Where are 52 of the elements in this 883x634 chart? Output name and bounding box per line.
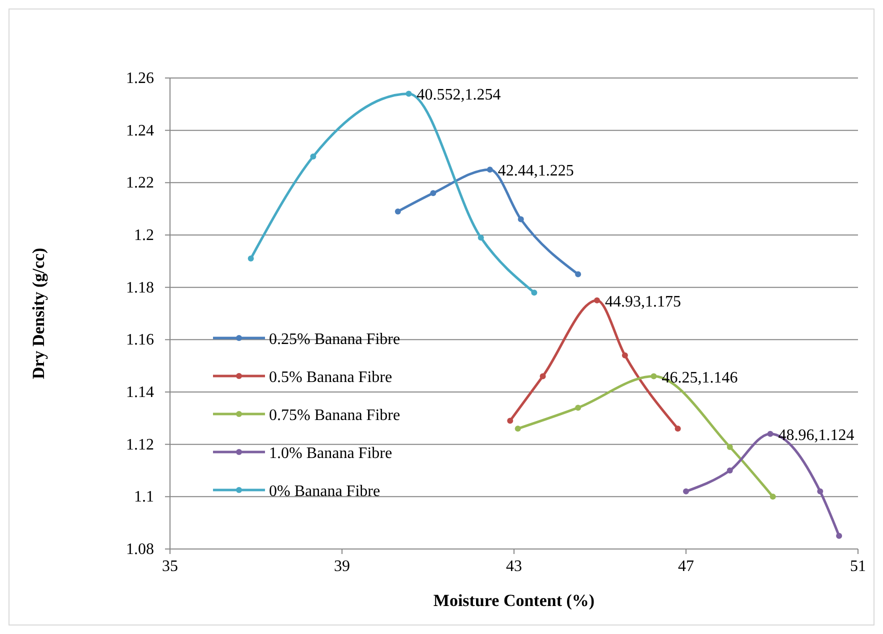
y-tick-label: 1.18	[126, 279, 154, 296]
y-tick-label: 1.2	[134, 227, 154, 244]
x-axis-title: Moisture Content (%)	[433, 591, 595, 610]
point	[674, 426, 681, 432]
point	[726, 444, 733, 450]
y-tick-label: 1.08	[126, 541, 154, 558]
point	[683, 488, 689, 494]
point	[478, 234, 484, 241]
legend-label: 0% Banana Fibre	[269, 483, 380, 500]
y-tick-label: 1.24	[126, 122, 154, 140]
x-tick-label: 51	[850, 558, 866, 575]
x-tick-label: 47	[678, 558, 694, 575]
point	[507, 418, 514, 424]
y-tick-label: 1.22	[126, 174, 154, 192]
point	[726, 468, 733, 474]
legend-label: 0.75% Banana Fibre	[269, 407, 400, 424]
annotation: 46.25,1.146	[662, 369, 738, 386]
point	[518, 216, 524, 222]
point	[540, 373, 546, 380]
point	[486, 166, 493, 173]
y-tick-label: 1.26	[126, 70, 154, 87]
point	[770, 494, 776, 500]
legend-label: 0.5% Banana Fibre	[269, 369, 392, 386]
y-tick-label: 1.1	[134, 488, 154, 506]
legend-label: 1.0% Banana Fibre	[269, 445, 392, 462]
y-tick-label: 1.16	[126, 332, 154, 349]
annotation: 48.96,1.124	[778, 426, 854, 444]
annotation: 42.44,1.225	[498, 162, 574, 180]
point	[650, 373, 657, 380]
point	[531, 290, 538, 296]
y-tick-label: 1.12	[126, 436, 154, 454]
y-axis-title: Dry Density (g/cc)	[29, 248, 48, 380]
annotation: 40.552,1.254	[416, 86, 501, 104]
point	[394, 208, 401, 214]
point	[575, 404, 582, 411]
x-tick-label: 39	[334, 558, 350, 575]
point	[836, 532, 842, 539]
point	[248, 256, 254, 262]
point	[767, 430, 774, 437]
point	[594, 297, 600, 304]
point	[817, 488, 824, 494]
point	[406, 90, 412, 97]
point	[622, 352, 628, 358]
x-tick-label: 35	[162, 558, 178, 575]
point	[575, 271, 582, 278]
legend-label: 0.25% Banana Fibre	[269, 331, 400, 348]
annotation: 44.93,1.175	[604, 293, 681, 310]
point	[430, 190, 436, 196]
point	[514, 426, 521, 432]
x-tick-label: 43	[506, 558, 522, 575]
point	[310, 154, 316, 160]
y-tick-label: 1.14	[126, 384, 154, 401]
